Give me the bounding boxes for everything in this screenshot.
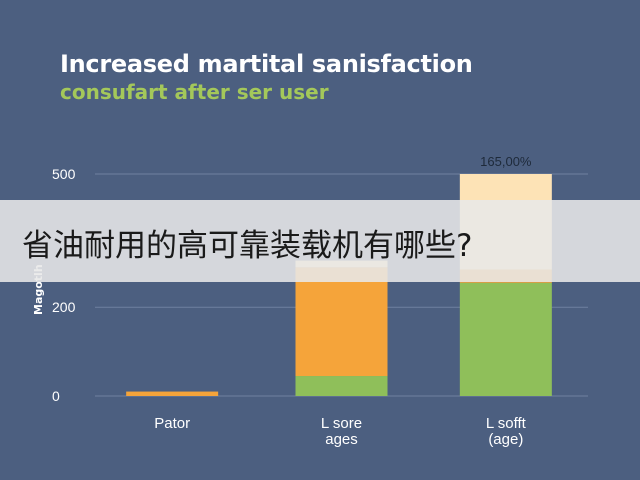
bar-segment [126,391,219,396]
chart-subtitle: consufart after ser user [60,80,329,104]
data-label: 165,00% [480,154,532,169]
y-tick-label: 500 [52,166,76,182]
bar-segment [459,282,552,396]
caption-banner: 省油耐用的高可靠装载机有哪些? [0,200,640,282]
chart-title: Increased martital sanisfaction [60,50,473,78]
bar-segment [295,267,388,377]
bar-segment [295,376,388,396]
y-tick-label: 0 [52,388,60,404]
caption-text: 省油耐用的高可靠装载机有哪些? [22,228,473,264]
x-tick-label: L sofft [486,415,527,432]
x-tick-label: ages [325,431,358,448]
x-tick-label: Pator [154,415,190,432]
x-tick-label: L sore [321,415,362,432]
y-tick-label: 200 [52,299,76,315]
x-tick-label: (age) [488,431,523,448]
